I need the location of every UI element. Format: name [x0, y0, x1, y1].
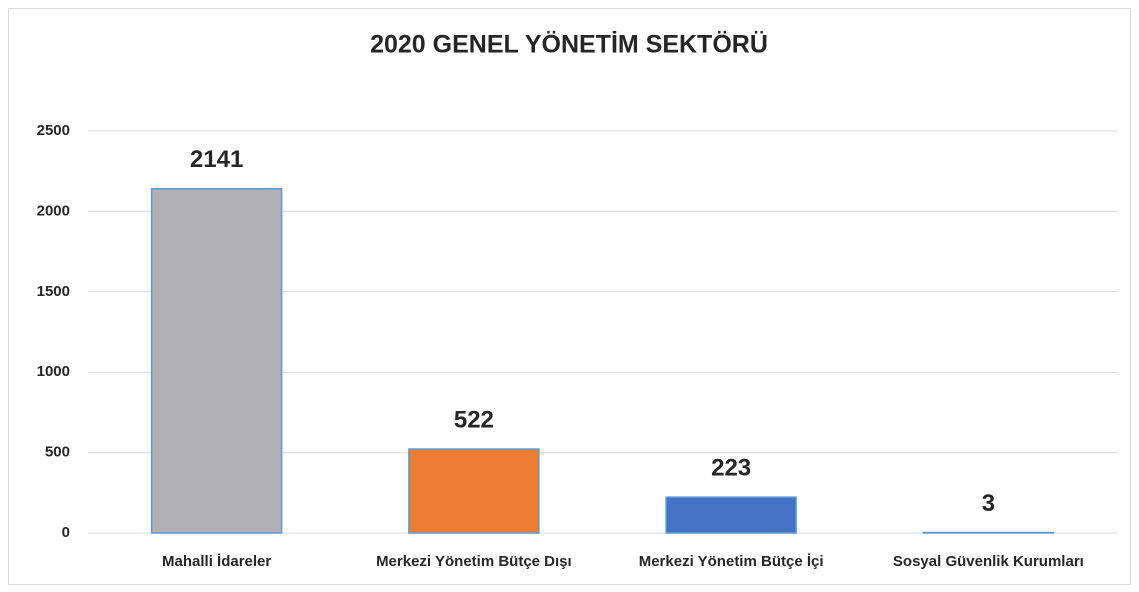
x-tick-label: Sosyal Güvenlik Kurumları	[893, 553, 1084, 570]
y-tick-label: 500	[45, 444, 70, 461]
y-tick-label: 2500	[37, 122, 70, 139]
chart-title: 2020 GENEL YÖNETİM SEKTÖRÜ	[370, 30, 768, 59]
y-tick-label: 1000	[37, 363, 70, 380]
bar	[408, 448, 540, 534]
value-label: 522	[454, 406, 494, 433]
x-tick-label: Merkezi Yönetim Bütçe İçi	[639, 553, 824, 570]
bar	[665, 496, 797, 534]
value-label: 3	[982, 490, 995, 517]
x-tick-label: Mahalli İdareler	[162, 553, 271, 570]
y-tick-label: 1500	[37, 283, 70, 300]
x-tick-label: Merkezi Yönetim Bütçe Dışı	[376, 553, 572, 570]
bar	[150, 187, 283, 534]
y-tick-label: 2000	[37, 202, 70, 219]
value-label: 223	[711, 454, 751, 481]
value-label: 2141	[190, 146, 243, 173]
y-tick-label: 0	[62, 524, 70, 541]
